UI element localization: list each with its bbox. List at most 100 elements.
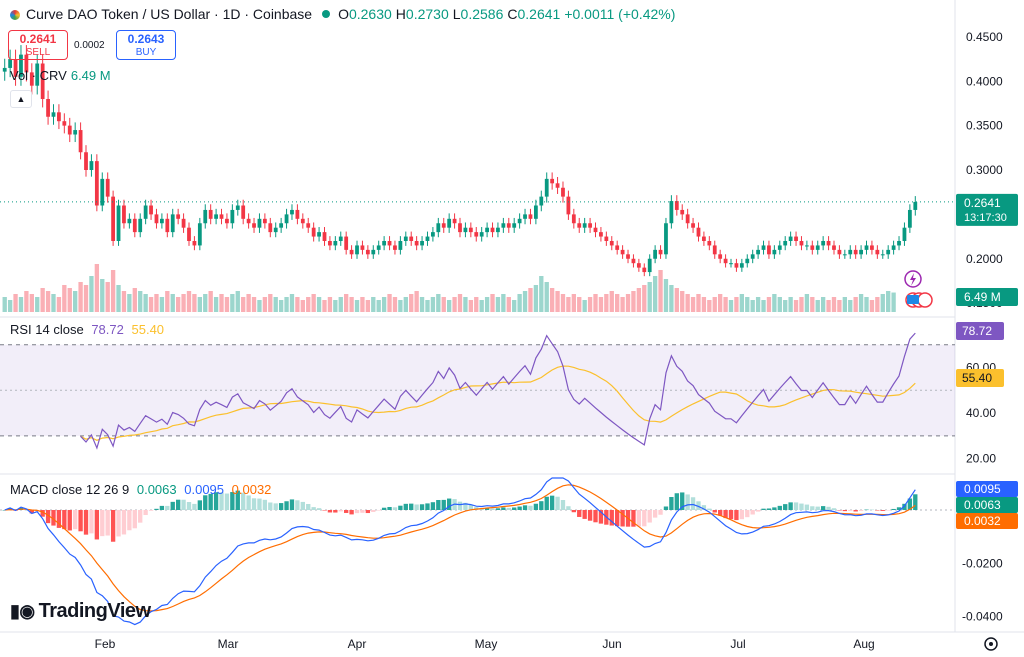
macd-hist-bar: [663, 506, 669, 510]
volume-bar: [642, 285, 647, 312]
candle-body: [512, 223, 517, 228]
candle: [122, 199, 126, 229]
rsi-tick-label: 40.00: [966, 406, 996, 420]
macd-tick-label: -0.0400: [962, 610, 1003, 624]
macd-hist-bar: [45, 510, 51, 524]
macd-hist-bar: [100, 510, 105, 537]
candle: [842, 249, 847, 259]
macd-hist-bar: [224, 493, 230, 510]
macd-hist-bar: [468, 504, 474, 510]
candle: [67, 117, 72, 143]
macd-hist-bar: [154, 508, 159, 510]
rsi-label: RSI 14 close: [10, 322, 84, 337]
rsi-legend[interactable]: RSI 14 close 78.72 55.40: [10, 322, 164, 337]
x-tick-label: Jul: [730, 637, 745, 651]
candle-body: [94, 161, 99, 206]
volume-bar: [344, 294, 349, 312]
volume-bar: [414, 291, 419, 312]
candle: [452, 213, 457, 229]
volume-bar: [436, 294, 441, 312]
candle-body: [306, 223, 311, 228]
candle: [208, 204, 213, 225]
macd-value: 0.0095: [184, 482, 225, 497]
candle: [609, 236, 614, 251]
macd-hist-bar: [615, 510, 620, 527]
symbol-title[interactable]: Curve DAO Token / US Dollar · 1D · Coinb…: [26, 6, 313, 22]
volume-bar: [598, 297, 604, 312]
candle-body: [40, 63, 45, 99]
sell-button[interactable]: 0.2641 SELL: [8, 30, 68, 60]
candle: [712, 240, 717, 259]
macd-legend[interactable]: MACD close 12 26 9 0.0063 0.0095 0.0032: [10, 482, 271, 497]
candle: [143, 199, 148, 225]
candle-body: [89, 161, 94, 170]
candle-body: [149, 205, 153, 215]
volume-bar: [89, 276, 94, 312]
candle-body: [588, 223, 592, 228]
volume-bar: [2, 297, 7, 312]
candle: [214, 208, 218, 225]
candle: [73, 122, 78, 143]
settings-gear-icon[interactable]: [984, 637, 998, 651]
volume-bar: [793, 300, 799, 312]
macd-hist-bar: [29, 510, 34, 514]
macd-hist-bar: [804, 504, 810, 510]
macd-hist-bar: [539, 501, 544, 510]
volume-bar: [230, 294, 235, 312]
macd-hist-bar: [680, 492, 685, 510]
macd-hist-bar: [387, 506, 392, 510]
candle: [517, 213, 522, 229]
volume-bar: [165, 291, 170, 312]
macd-hist-bar: [549, 495, 555, 510]
buy-button[interactable]: 0.2643 BUY: [116, 30, 176, 60]
volume-bar: [474, 297, 479, 312]
candle: [317, 227, 321, 242]
macd-hist-bar: [197, 500, 203, 510]
candle: [111, 190, 116, 246]
volume-bar: [831, 297, 837, 312]
tradingview-logo[interactable]: ▮◉ TradingView: [10, 600, 151, 622]
candle: [750, 249, 755, 264]
volume-bar: [457, 294, 463, 312]
rsi-ma-value: 55.40: [131, 322, 165, 337]
volume-bar: [419, 297, 425, 312]
candle: [468, 222, 473, 238]
volume-bar: [110, 270, 116, 312]
macd-hist-bar: [181, 499, 186, 510]
volume-bar: [7, 300, 13, 312]
candle-body: [447, 218, 452, 228]
x-tick-label: Jun: [602, 637, 621, 651]
volume-bar: [208, 291, 213, 312]
candle-body: [523, 214, 527, 219]
candle-body: [203, 209, 208, 224]
candle: [837, 245, 842, 259]
macd-hist-bar: [251, 498, 257, 510]
candle: [539, 190, 544, 212]
candle: [165, 213, 170, 238]
candle-body: [355, 245, 359, 255]
macd-hist-bar: [430, 502, 436, 510]
macd-hist-bar: [848, 510, 853, 511]
collapse-chevron-icon[interactable]: ▲: [10, 90, 32, 108]
lightning-glyph-icon: [910, 273, 916, 286]
last-price-label: 0.2641: [964, 196, 1001, 210]
macd-hist-bar: [446, 498, 452, 510]
candle-body: [414, 241, 419, 246]
candle-body: [122, 205, 126, 224]
volume-bar: [18, 297, 24, 312]
macd-hist-bar: [869, 509, 875, 511]
candle-body: [691, 223, 695, 228]
volume-bar: [186, 291, 192, 312]
candle: [658, 245, 663, 259]
volume-legend[interactable]: Vol · CRV 6.49 M: [10, 68, 111, 83]
volume-bar: [40, 288, 45, 312]
candle-body: [468, 227, 473, 233]
volume-bar: [615, 294, 620, 312]
spread-value: 0.0002: [74, 40, 105, 51]
candle-body: [317, 232, 321, 237]
candle-body: [555, 183, 560, 188]
candle-body: [398, 241, 403, 250]
candle: [848, 245, 853, 259]
macd-hist-bar: [875, 510, 880, 511]
